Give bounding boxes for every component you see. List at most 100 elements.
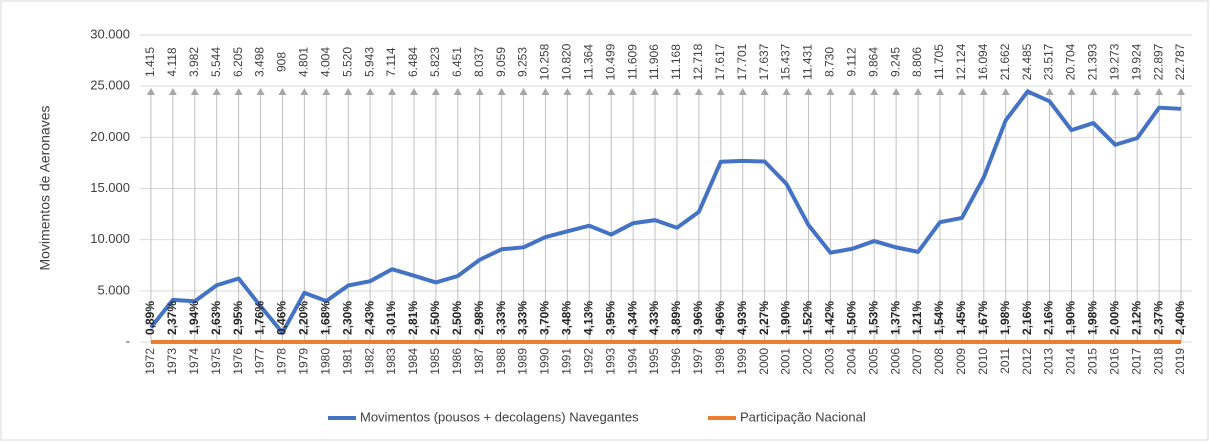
y-tick-label: 30.000 (90, 26, 130, 41)
leader-arrow (935, 88, 944, 95)
x-tick-label: 2003 (823, 348, 837, 375)
x-tick-label: 1993 (603, 348, 617, 375)
data-label: 10.499 (603, 43, 617, 80)
data-label: 12.718 (691, 43, 705, 80)
data-label: 11.168 (669, 44, 683, 80)
leader-arrow (1067, 88, 1076, 95)
data-label: 9.059 (494, 47, 508, 77)
x-tick-label: 1995 (647, 348, 661, 375)
leader-arrow (256, 88, 265, 95)
data-label: 1,90% (779, 301, 793, 335)
x-tick-label: 1991 (560, 348, 574, 375)
data-label: 2,16% (1042, 301, 1056, 335)
x-tick-label: 1994 (625, 348, 639, 375)
data-label: 4,34% (625, 301, 639, 335)
x-tick-label: 2012 (1020, 348, 1034, 375)
leader-arrow (651, 88, 660, 95)
x-tick-label: 1998 (713, 348, 727, 375)
data-label: 3,48% (560, 301, 574, 335)
data-label: 5.544 (209, 47, 223, 77)
leader-arrow (716, 88, 725, 95)
data-label: 24.485 (1020, 43, 1034, 80)
x-tick-label: 2019 (1173, 348, 1187, 375)
leader-arrow (694, 88, 703, 95)
data-label: 4.118 (165, 47, 179, 76)
data-label: 15.437 (779, 43, 793, 80)
x-tick-label: 1972 (143, 348, 157, 375)
leader-arrow (344, 88, 353, 95)
leader-arrow (870, 88, 879, 95)
x-tick-label: 2001 (779, 348, 793, 375)
leader-arrow (629, 88, 638, 95)
x-tick-label: 1987 (472, 348, 486, 375)
x-tick-label: 2000 (757, 348, 771, 375)
data-label: 1,42% (823, 301, 837, 335)
data-label: 3.498 (253, 47, 267, 77)
x-tick-label: 1992 (581, 348, 595, 375)
data-label: 4,96% (713, 301, 727, 335)
data-label: 6.205 (231, 47, 245, 77)
leader-arrow (519, 88, 528, 95)
x-tick-label: 2004 (844, 348, 858, 375)
leader-arrow (453, 88, 462, 95)
data-label: 2,37% (1151, 301, 1165, 335)
leader-arrow (431, 88, 440, 95)
leader-arrow (892, 88, 901, 95)
leader-arrow (146, 88, 155, 95)
x-tick-label: 1983 (384, 348, 398, 375)
leader-arrow (563, 88, 572, 95)
x-tick-label: 1988 (494, 348, 508, 375)
x-tick-label: 1979 (297, 348, 311, 375)
data-label: 2,16% (1020, 301, 1034, 335)
data-label: 2,50% (428, 301, 442, 335)
leader-arrow (190, 88, 199, 95)
data-label: 11.609 (625, 44, 639, 80)
leader-arrow (409, 88, 418, 95)
data-label: 3,95% (603, 301, 617, 335)
series-line (149, 89, 1182, 335)
x-tick-label: 2008 (932, 348, 946, 375)
y-axis-label: Movimentos de Aeronaves (37, 106, 53, 271)
data-label: 12.124 (954, 43, 968, 80)
x-tick-label: 1982 (362, 348, 376, 375)
data-label: 4,33% (647, 301, 661, 335)
y-tick-label: - (126, 333, 130, 348)
leader-arrow (300, 88, 309, 95)
leader-arrow (366, 88, 375, 95)
leader-arrow (1045, 88, 1054, 95)
leader-arrow (738, 88, 747, 95)
data-label: 3,89% (669, 301, 683, 335)
data-label: 1,54% (932, 301, 946, 335)
x-tick-label: 1997 (691, 348, 705, 375)
data-label: 0,46% (275, 301, 289, 335)
data-label: 3,01% (384, 301, 398, 335)
data-label: 1,52% (801, 301, 815, 335)
data-label: 1.415 (143, 47, 157, 77)
leader-arrow (1111, 88, 1120, 95)
data-label: 1,98% (998, 301, 1012, 335)
y-tick-label: 15.000 (90, 180, 130, 195)
data-label: 2,37% (165, 301, 179, 335)
leader-arrow (541, 88, 550, 95)
data-label: 908 (275, 52, 289, 72)
data-label: 4,93% (735, 301, 749, 335)
data-label: 1,45% (954, 301, 968, 335)
x-tick-label: 2013 (1042, 348, 1056, 375)
data-label: 11.364 (581, 44, 595, 80)
data-label: 6.451 (450, 47, 464, 77)
leader-arrow (914, 88, 923, 95)
leader-arrow (322, 88, 331, 95)
leader-arrow (497, 88, 506, 95)
data-label: 1,98% (1086, 301, 1100, 335)
data-label: 8.730 (823, 47, 837, 77)
x-tick-label: 2018 (1151, 348, 1165, 375)
data-label: 2,63% (209, 301, 223, 335)
data-label: 9.112 (844, 47, 858, 76)
data-label: 20.704 (1064, 43, 1078, 80)
legend-label: Movimentos (pousos + decolagens) Navegan… (360, 409, 639, 424)
leader-arrow (278, 88, 287, 95)
x-tick-label: 2011 (998, 348, 1012, 374)
data-label: 21.393 (1086, 43, 1100, 80)
